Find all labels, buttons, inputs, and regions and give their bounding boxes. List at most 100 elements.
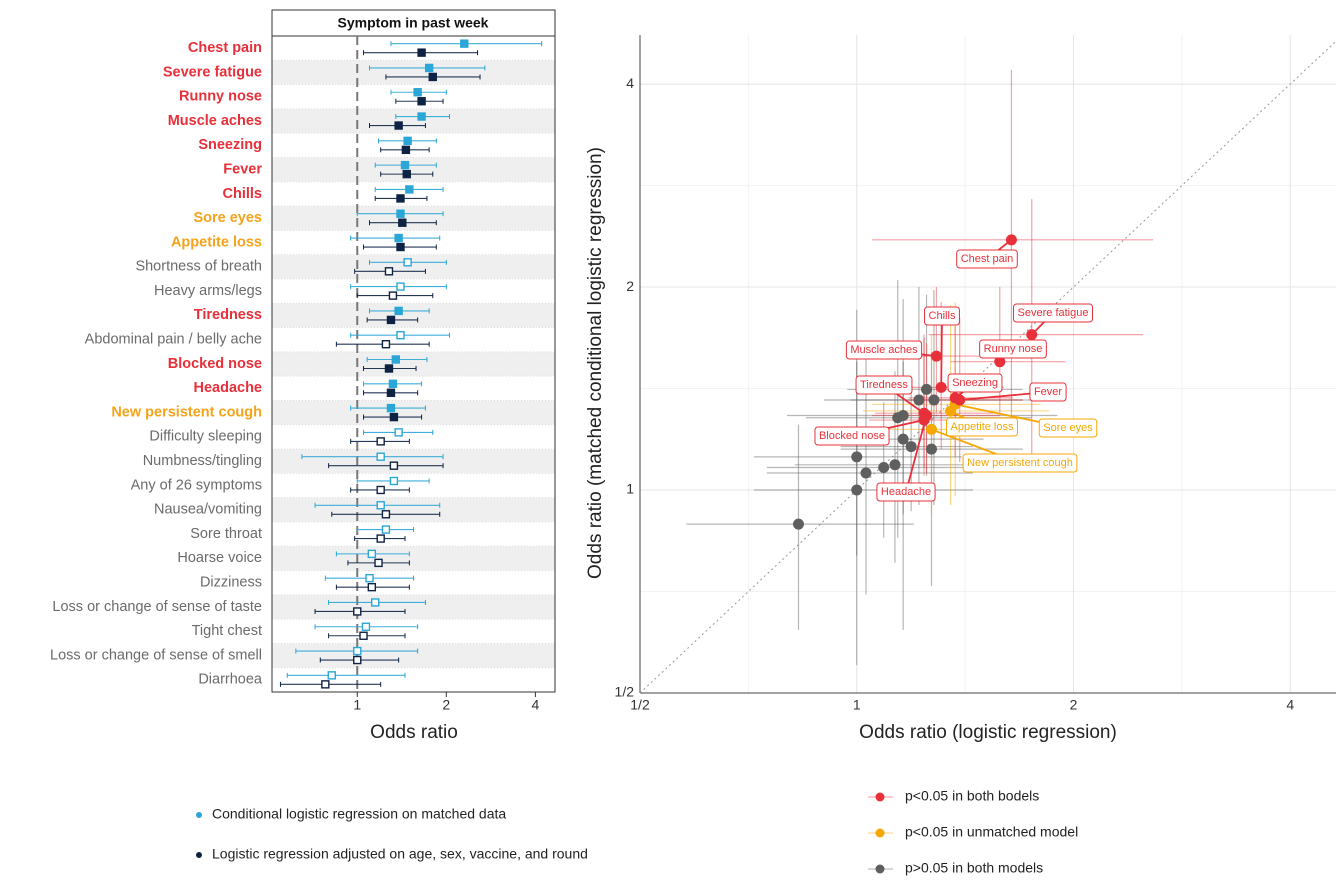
point [396, 194, 405, 203]
point [396, 331, 405, 340]
legend-marker [196, 812, 202, 818]
point [389, 461, 399, 470]
x-tick-label: 4 [531, 697, 539, 713]
point [1005, 234, 1017, 246]
category-label: Hoarse voice [177, 550, 262, 566]
y-tick-label: 4 [626, 75, 634, 91]
point [921, 383, 933, 395]
category-label: Abdominal pain / belly ache [85, 332, 262, 348]
category-label: Severe fatigue [163, 64, 262, 80]
panel-border [271, 35, 556, 693]
point [396, 282, 405, 291]
point-label: Severe fatigue [1018, 307, 1089, 319]
point-label-box [962, 453, 1078, 473]
point-label: Chest pain [961, 253, 1014, 265]
category-label: Runny nose [179, 89, 262, 105]
point [386, 388, 396, 397]
point-label-box [946, 417, 1018, 437]
point [428, 72, 437, 82]
category-label: Fever [223, 161, 262, 177]
category-label: Numbness/tingling [143, 453, 262, 469]
point [359, 631, 368, 640]
category-label: Heavy arms/legs [154, 283, 262, 299]
point [851, 484, 863, 496]
row-band [272, 594, 555, 620]
point [945, 405, 957, 417]
point [396, 242, 405, 252]
legend-marker [196, 852, 202, 858]
point [403, 258, 412, 267]
point [376, 534, 385, 543]
row-band [272, 108, 555, 134]
point [897, 433, 909, 445]
row-band [272, 157, 555, 182]
row-band [272, 497, 555, 522]
point [321, 680, 330, 689]
row-band [272, 400, 555, 425]
point-label-box [876, 482, 936, 502]
x-tick-label: 2 [1070, 697, 1078, 713]
point-label-box [845, 340, 923, 360]
point-label: Sore eyes [1043, 422, 1093, 434]
point [851, 451, 863, 463]
point [401, 145, 411, 155]
point [935, 381, 947, 393]
row-band [272, 351, 555, 377]
x-tick-label: 4 [1286, 697, 1294, 713]
point [394, 121, 403, 130]
category-label: Chills [223, 186, 262, 202]
category-label: Tiredness [194, 307, 262, 323]
x-tick-label: 1 [853, 697, 861, 713]
legend-label: Logistic regression adjusted on age, sex… [212, 846, 588, 862]
point-label: Sneezing [952, 377, 998, 389]
category-label: Blocked nose [168, 356, 262, 372]
point [386, 315, 396, 325]
point [413, 88, 422, 97]
x-axis-title: Odds ratio (logistic regression) [859, 722, 1117, 743]
label-leader [940, 315, 943, 388]
point [376, 437, 385, 446]
point-label-box [814, 426, 890, 446]
y-tick-label: 1/2 [615, 684, 635, 700]
point [417, 97, 426, 106]
x-tick-label: 1/2 [630, 697, 650, 713]
point [374, 558, 383, 568]
point-label: Fever [1034, 386, 1062, 398]
legend-marker [875, 828, 885, 838]
legend-marker [875, 864, 885, 874]
point [376, 485, 385, 495]
point-label: Chills [929, 310, 956, 322]
point [381, 510, 391, 519]
row-band [272, 303, 555, 328]
point [889, 459, 901, 471]
point-label-box [1038, 418, 1098, 438]
legend-label: p<0.05 in unmatched model [905, 824, 1078, 840]
point [367, 549, 377, 559]
point-label-box [924, 306, 960, 326]
point [925, 443, 937, 455]
legend-label: p<0.05 in both bodels [905, 788, 1039, 804]
point [402, 169, 411, 179]
point-label: Appetite loss [951, 421, 1014, 433]
point [394, 428, 403, 437]
point [388, 291, 398, 300]
point [1026, 329, 1038, 341]
point [400, 160, 410, 170]
x-tick-label: 1 [353, 697, 361, 713]
legend-marker [875, 792, 885, 802]
y-tick-label: 1 [626, 481, 634, 497]
point [396, 209, 405, 218]
point-label: Blocked nose [819, 430, 885, 442]
panel-title: Symptom in past week [338, 15, 489, 31]
row-band [272, 546, 555, 571]
point [403, 136, 412, 146]
legend-label: Conditional logistic regression on match… [212, 806, 506, 822]
point [381, 525, 391, 534]
category-label: Loss or change of sense of smell [50, 647, 262, 663]
x-axis-title: Odds ratio [370, 722, 458, 743]
row-band [272, 254, 555, 279]
point [994, 356, 1006, 368]
point [417, 48, 426, 57]
category-label: Difficulty sleeping [149, 429, 262, 445]
category-label: Sore throat [190, 526, 262, 542]
